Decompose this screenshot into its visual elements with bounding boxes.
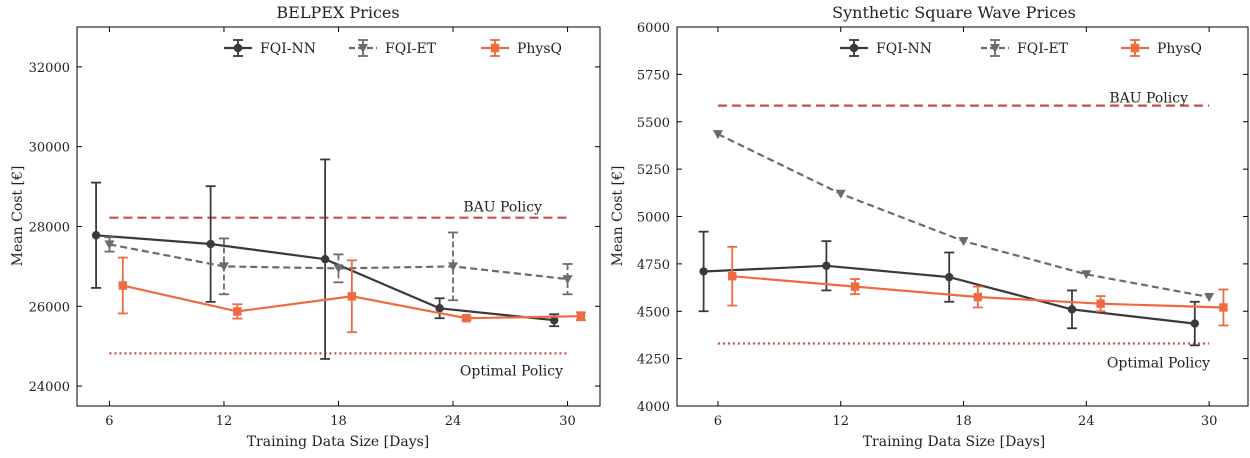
y-axis-label-belpex: Mean Cost [€]: [10, 166, 26, 267]
data-point: [206, 239, 215, 249]
optimal-policy-label: Optimal Policy: [1107, 355, 1210, 371]
data-point: [333, 264, 344, 274]
y-tick-label: 24000: [29, 380, 70, 395]
legend-label: FQI-ET: [385, 41, 437, 57]
data-point: [1081, 270, 1092, 280]
data-point: [699, 267, 708, 276]
legend-marker: [1130, 43, 1140, 53]
data-point: [973, 292, 983, 302]
data-point: [118, 281, 128, 290]
x-tick-label: 12: [832, 414, 849, 429]
y-tick-label: 30000: [29, 141, 70, 156]
x-tick-label: 6: [105, 414, 113, 429]
data-point: [218, 262, 229, 272]
plot-layer: 6 12 18 24 30 24000 26000 28000 30000 32000 BAU Po…: [29, 21, 1249, 429]
y-tick-label: 4750: [637, 258, 670, 273]
legend-marker: [849, 43, 859, 53]
data-point: [1067, 305, 1077, 314]
x-tick-label: 30: [1201, 414, 1218, 429]
axes-frame: [676, 26, 1249, 407]
series-fqi-et-square-wave: [712, 130, 1215, 303]
data-point: [462, 314, 471, 323]
plot-panel-belpex: 6 12 18 24 30 24000 26000 28000 30000 32000 BAU Po…: [29, 26, 601, 429]
y-tick-label: 28000: [29, 220, 70, 235]
series-physq-square-wave: [727, 245, 1229, 327]
x-tick-label: 6: [714, 414, 722, 429]
legend-marker: [990, 44, 1000, 53]
data-point: [1204, 293, 1215, 303]
data-point: [1219, 303, 1228, 312]
y-tick-label: 5500: [637, 116, 670, 131]
chart-title-belpex: BELPEX Prices: [276, 3, 399, 22]
x-tick-label: 24: [445, 414, 462, 429]
series-fqi-nn-belpex: [91, 158, 560, 360]
bau-policy-label: BAU Policy: [1109, 91, 1188, 107]
legend-marker: [358, 44, 368, 53]
data-point: [958, 237, 969, 247]
x-tick-label: 18: [955, 414, 972, 429]
y-tick-label: 4250: [637, 353, 670, 368]
x-tick-label: 12: [216, 414, 233, 429]
legend-belpex: FQI-NN FQI-ET PhysQ: [224, 39, 562, 57]
data-point: [104, 240, 115, 250]
axes-frame: [76, 26, 601, 407]
data-point: [549, 316, 559, 325]
y-tick-label: 6000: [637, 21, 670, 36]
plot-panel-square-wave: 6 12 18 24 30 4000 4250 4500 4750 5000 5250 5500 575…: [637, 21, 1249, 429]
data-point: [728, 271, 737, 281]
x-axis-label-square-wave: Training Data Size [Days]: [863, 434, 1046, 450]
data-point: [347, 292, 357, 301]
data-point: [1096, 299, 1105, 308]
y-tick-label: 5000: [637, 211, 670, 226]
data-point: [435, 304, 444, 313]
data-point: [712, 130, 723, 140]
series-line: [717, 133, 1210, 299]
data-point: [1190, 319, 1199, 328]
data-point: [233, 307, 242, 316]
x-tick-label: 18: [330, 414, 347, 429]
y-tick-label: 5750: [637, 68, 670, 83]
legend-marker: [233, 43, 243, 53]
y-tick-label: 26000: [29, 300, 70, 315]
bau-policy-label: BAU Policy: [463, 200, 542, 216]
optimal-policy-label: Optimal Policy: [460, 363, 563, 379]
legend-label: FQI-NN: [876, 41, 932, 57]
data-point: [91, 231, 101, 240]
legend-square-wave: FQI-NN FQI-ET PhysQ: [840, 39, 1202, 57]
data-point: [576, 312, 586, 321]
y-axis-label-square-wave: Mean Cost [€]: [610, 166, 626, 267]
legend-label: FQI-NN: [260, 41, 316, 57]
x-tick-label: 24: [1078, 414, 1095, 429]
y-tick-label: 4000: [637, 400, 670, 415]
legend-label: FQI-ET: [1017, 41, 1069, 57]
series-fqi-et-belpex: [104, 231, 573, 302]
y-tick-label: 32000: [29, 61, 70, 76]
legend-marker: [490, 43, 500, 53]
series-fqi-nn-square-wave: [698, 230, 1200, 347]
data-point: [822, 261, 831, 270]
data-point: [320, 254, 330, 264]
y-tick-label: 4500: [637, 305, 670, 320]
legend-label: PhysQ: [517, 41, 562, 57]
data-point: [835, 189, 846, 199]
data-point: [944, 272, 954, 282]
y-tick-label: 5250: [637, 163, 670, 178]
x-axis-label-belpex: Training Data Size [Days]: [247, 434, 430, 450]
x-tick-label: 30: [559, 414, 576, 429]
data-point: [850, 282, 860, 291]
data-point: [448, 262, 459, 272]
chart-title-square-wave: Synthetic Square Wave Prices: [832, 3, 1076, 22]
series-physq-belpex: [117, 256, 586, 334]
legend-label: PhysQ: [1157, 41, 1202, 57]
data-point: [562, 275, 573, 285]
